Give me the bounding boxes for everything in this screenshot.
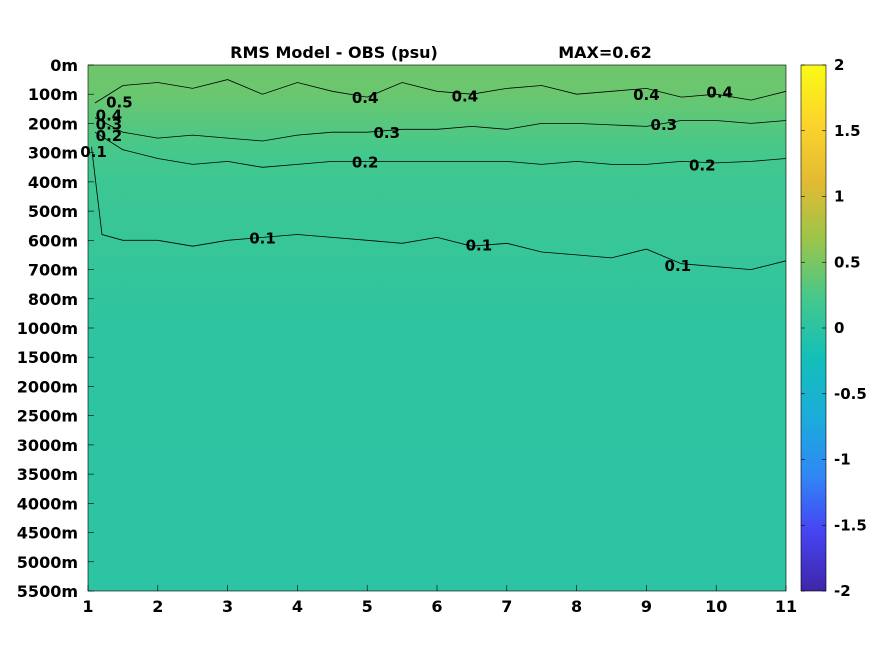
x-tick-label: 8 — [571, 597, 582, 616]
contour-line-0.4 — [94, 79, 787, 104]
contour-label: 0.4 — [633, 86, 660, 104]
y-tick-label: 800m — [28, 290, 78, 309]
chart-title: RMS Model - OBS (psu) — [230, 43, 438, 62]
y-tick-label: 4000m — [17, 494, 78, 513]
plot-area: 0.50.40.30.20.10.4 0.4 0.4 0.40.3 0.30.2 0.20… — [80, 64, 787, 592]
colorbar-tick-label: -2 — [834, 582, 851, 600]
colorbar: 2 1.5 1 0.5 0 -0.5 -1 -1.5 -2 — [800, 56, 867, 600]
contour-line-0.1 — [91, 146, 787, 271]
y-tick-label: 0m — [50, 56, 78, 75]
colorbar-tick-label: 0 — [834, 319, 844, 337]
contour-label: 0.3 — [651, 116, 678, 134]
contour-line-0.2 — [94, 131, 787, 168]
y-tick-label: 1000m — [17, 319, 78, 338]
x-tick-label: 3 — [222, 597, 233, 616]
y-tick-label: 3500m — [17, 465, 78, 484]
contour-label: 0.2 — [689, 156, 716, 174]
contour-label: 0.2 — [352, 153, 379, 171]
contour-label: 0.1 — [249, 229, 276, 247]
x-tick-label: 10 — [705, 597, 727, 616]
x-tick-label: 2 — [152, 597, 163, 616]
contour-label: 0.4 — [452, 88, 479, 106]
colorbar-scale — [800, 64, 827, 592]
y-tick-label: 1500m — [17, 348, 78, 367]
colorbar-tick-label: 0.5 — [834, 253, 861, 271]
x-tick-label: 11 — [775, 597, 797, 616]
y-tick-label: 2500m — [17, 407, 78, 426]
contour-label: 0.1 — [665, 257, 692, 275]
colorbar-tick-label: 1.5 — [834, 122, 861, 140]
x-tick-label: 1 — [82, 597, 93, 616]
y-tick-label: 5500m — [17, 582, 78, 601]
contour-label: 0.1 — [80, 143, 107, 161]
heatmap-field — [88, 65, 786, 591]
contour-line-0.3 — [94, 117, 787, 142]
max-label: MAX=0.62 — [558, 43, 652, 62]
colorbar-tick-label: -0.5 — [834, 385, 867, 403]
y-tick-label: 500m — [28, 202, 78, 221]
x-tick-label: 7 — [501, 597, 512, 616]
y-tick-label: 5000m — [17, 553, 78, 572]
y-tick-label: 700m — [28, 261, 78, 280]
y-tick-label: 400m — [28, 173, 78, 192]
contour-label: 0.5 — [106, 93, 133, 111]
y-tick-label: 3000m — [17, 436, 78, 455]
colorbar-tick-label: -1.5 — [834, 516, 867, 534]
y-tick-label: 600m — [28, 231, 78, 250]
y-tick-label: 4500m — [17, 524, 78, 543]
y-axis: 0m 100m 200m 300m 400m 500m 600m 700m 800m 1000m 1… — [17, 56, 94, 601]
x-tick-label: 9 — [641, 597, 652, 616]
x-tick-label: 4 — [292, 597, 303, 616]
contour-label: 0.1 — [466, 237, 493, 255]
colorbar-tick-label: 1 — [834, 188, 844, 206]
contour-label: 0.4 — [706, 83, 733, 101]
colorbar-tick-label: 2 — [834, 56, 844, 74]
x-tick-label: 5 — [362, 597, 373, 616]
contour-label: 0.3 — [373, 124, 400, 142]
y-tick-label: 100m — [28, 85, 78, 104]
x-axis: 1 2 3 4 5 6 7 8 9 10 11 — [82, 585, 797, 616]
contour-label: 0.2 — [96, 127, 123, 145]
y-tick-label: 300m — [28, 144, 78, 163]
contour-label: 0.4 — [96, 107, 123, 125]
contour-label: 0.3 — [96, 115, 123, 133]
x-tick-label: 6 — [431, 597, 442, 616]
contour-label: 0.4 — [352, 89, 379, 107]
y-tick-label: 2000m — [17, 377, 78, 396]
colorbar-tick-label: -1 — [834, 451, 851, 469]
y-tick-label: 200m — [28, 114, 78, 133]
